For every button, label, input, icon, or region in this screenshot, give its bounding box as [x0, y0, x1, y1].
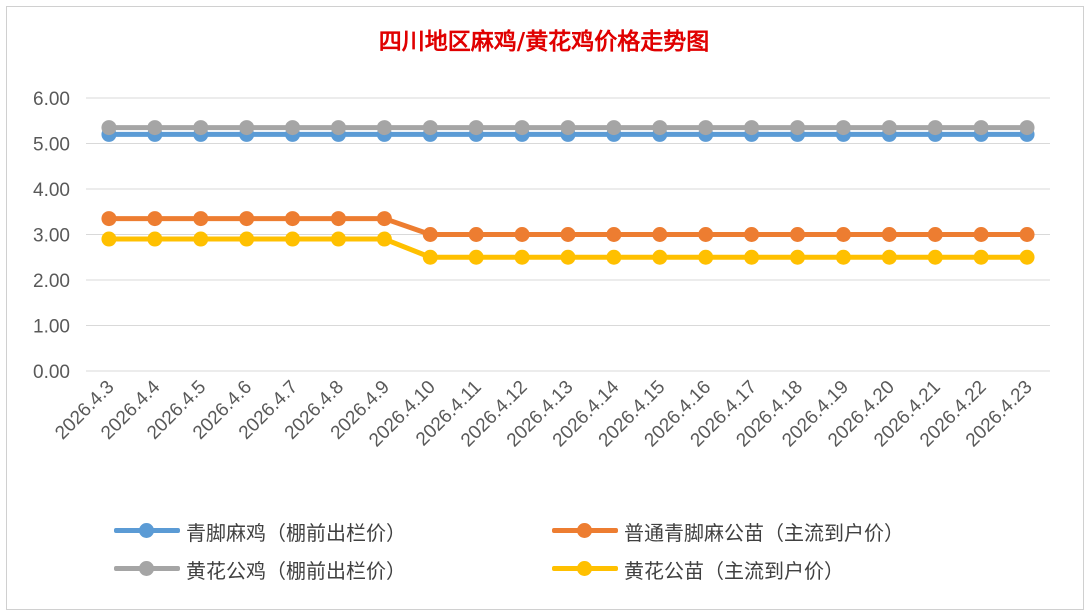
data-point — [744, 120, 760, 136]
data-point — [927, 120, 943, 136]
data-point — [973, 120, 989, 136]
data-point — [698, 120, 714, 136]
data-point — [835, 120, 851, 136]
data-point — [422, 120, 438, 136]
data-point — [698, 249, 714, 265]
data-point — [560, 120, 576, 136]
legend-swatch-series-4 — [550, 552, 620, 586]
data-point — [193, 231, 209, 247]
data-point — [881, 227, 897, 242]
data-point — [468, 249, 484, 265]
data-point — [973, 227, 989, 242]
data-point — [973, 249, 989, 265]
data-point — [239, 211, 255, 227]
data-point — [147, 231, 163, 247]
data-point — [560, 249, 576, 265]
data-point — [606, 227, 622, 242]
data-point — [790, 120, 806, 136]
data-point — [239, 120, 255, 136]
legend-swatch-series-2 — [550, 514, 620, 548]
data-point — [652, 249, 668, 265]
data-point — [285, 120, 301, 136]
data-point — [376, 211, 392, 227]
data-point — [560, 227, 576, 242]
legend-label-series-1: 青脚麻鸡（棚前出栏价） — [186, 520, 406, 545]
data-point — [790, 227, 806, 242]
data-point — [330, 120, 346, 136]
data-point — [101, 231, 117, 247]
legend-label-series-2: 普通青脚麻公苗（主流到户价） — [624, 520, 904, 545]
data-point — [652, 120, 668, 136]
legend-item-series-1[interactable]: 青脚麻鸡（棚前出栏价） — [112, 514, 406, 548]
legend-item-series-4[interactable]: 黄花公苗（主流到户价） — [550, 552, 844, 586]
legend-label-series-4: 黄花公苗（主流到户价） — [624, 558, 844, 583]
data-point — [422, 227, 438, 242]
data-point — [744, 249, 760, 265]
data-point — [330, 231, 346, 247]
data-point — [1019, 120, 1035, 136]
data-point — [193, 211, 209, 227]
series-2 — [101, 211, 1035, 242]
legend-item-series-2[interactable]: 普通青脚麻公苗（主流到户价） — [550, 514, 904, 548]
data-point — [193, 120, 209, 136]
data-point — [239, 231, 255, 247]
data-point — [652, 227, 668, 242]
series-lines — [101, 120, 1035, 265]
y-axis-tick-labels: 0.00 1.00 2.00 3.00 4.00 5.00 6.00 — [33, 89, 70, 383]
y-tick-label: 3.00 — [33, 226, 70, 247]
y-tick-label: 5.00 — [33, 135, 70, 156]
series-4 — [101, 231, 1035, 265]
data-point — [468, 227, 484, 242]
y-tick-label: 0.00 — [33, 362, 70, 383]
data-point — [835, 227, 851, 242]
data-point — [606, 120, 622, 136]
data-point — [744, 227, 760, 242]
y-tick-label: 2.00 — [33, 271, 70, 292]
data-point — [1019, 227, 1035, 242]
data-point — [285, 231, 301, 247]
y-tick-label: 6.00 — [33, 89, 70, 110]
data-point — [514, 120, 530, 136]
data-point — [927, 227, 943, 242]
data-point — [422, 249, 438, 265]
legend-item-series-3[interactable]: 黄花公鸡（棚前出栏价） — [112, 552, 406, 586]
series-3 — [101, 120, 1035, 136]
data-point — [330, 211, 346, 227]
data-point — [790, 249, 806, 265]
data-point — [285, 211, 301, 227]
y-tick-label: 1.00 — [33, 317, 70, 338]
data-point — [147, 120, 163, 136]
data-point — [101, 120, 117, 136]
chart-title: 四川地区麻鸡/黄花鸡价格走势图 — [378, 28, 710, 55]
data-point — [606, 249, 622, 265]
data-point — [881, 120, 897, 136]
legend[interactable]: 青脚麻鸡（棚前出栏价） 普通青脚麻公苗（主流到户价） 黄花公鸡（棚前出栏价） 黄… — [112, 512, 1032, 592]
data-point — [514, 227, 530, 242]
data-point — [1019, 249, 1035, 265]
data-point — [835, 249, 851, 265]
data-point — [698, 227, 714, 242]
data-point — [468, 120, 484, 136]
x-axis-tick-labels: 2026.4.32026.4.42026.4.52026.4.62026.4.7… — [51, 376, 1036, 451]
legend-swatch-series-3 — [112, 552, 182, 586]
data-point — [376, 231, 392, 247]
legend-swatch-series-1 — [112, 514, 182, 548]
y-tick-label: 4.00 — [33, 180, 70, 201]
legend-label-series-3: 黄花公鸡（棚前出栏价） — [186, 558, 406, 583]
data-point — [927, 249, 943, 265]
data-point — [881, 249, 897, 265]
data-point — [101, 211, 117, 227]
data-point — [147, 211, 163, 227]
chart-area[interactable] — [6, 6, 1084, 610]
data-point — [514, 249, 530, 265]
data-point — [376, 120, 392, 136]
